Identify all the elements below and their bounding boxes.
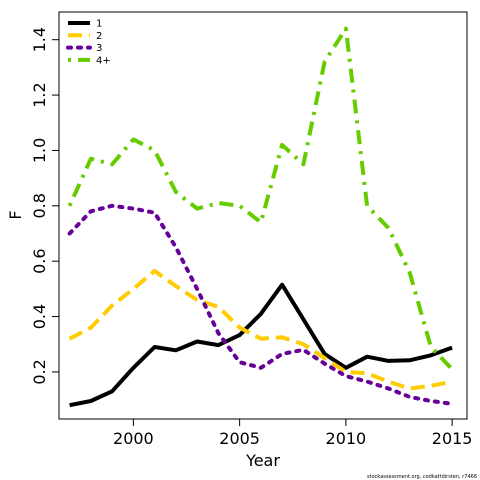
y-tick-label: 0.4 [30,304,49,329]
y-tick-label: 0.2 [30,359,49,384]
series-line-4plus [67,26,454,371]
x-tick-label: 2000 [113,429,154,448]
legend-label: 2 [96,31,102,42]
y-tick-label: 0.6 [30,248,49,273]
x-axis-title: Year [245,451,280,470]
plot-frame [58,11,468,420]
y-tick-label: 1.0 [30,138,49,163]
y-tick-label: 1.4 [30,27,49,52]
series-line-1 [69,282,453,408]
x-tick-label: 2015 [432,429,473,448]
y-tick-label: 0.8 [30,193,49,218]
y-tick-label: 1.2 [30,82,49,107]
y-axis-title: F [6,210,25,219]
credit-text: stockassessment.org, codkattdirsten, r74… [367,474,477,480]
legend-label: 3 [96,43,102,54]
legend-label: 1 [96,19,102,30]
series-layer [67,26,455,408]
series-line-2 [68,268,453,391]
x-tick-label: 2010 [326,429,367,448]
legend-label: 4+ [96,55,111,66]
series-line-3 [67,203,455,406]
y-axis: 0.2 0.4 0.6 0.8 1.0 1.2 1.4 [30,27,59,385]
x-axis: 2000 2005 2010 2015 [113,419,472,448]
x-tick-label: 2005 [219,429,260,448]
